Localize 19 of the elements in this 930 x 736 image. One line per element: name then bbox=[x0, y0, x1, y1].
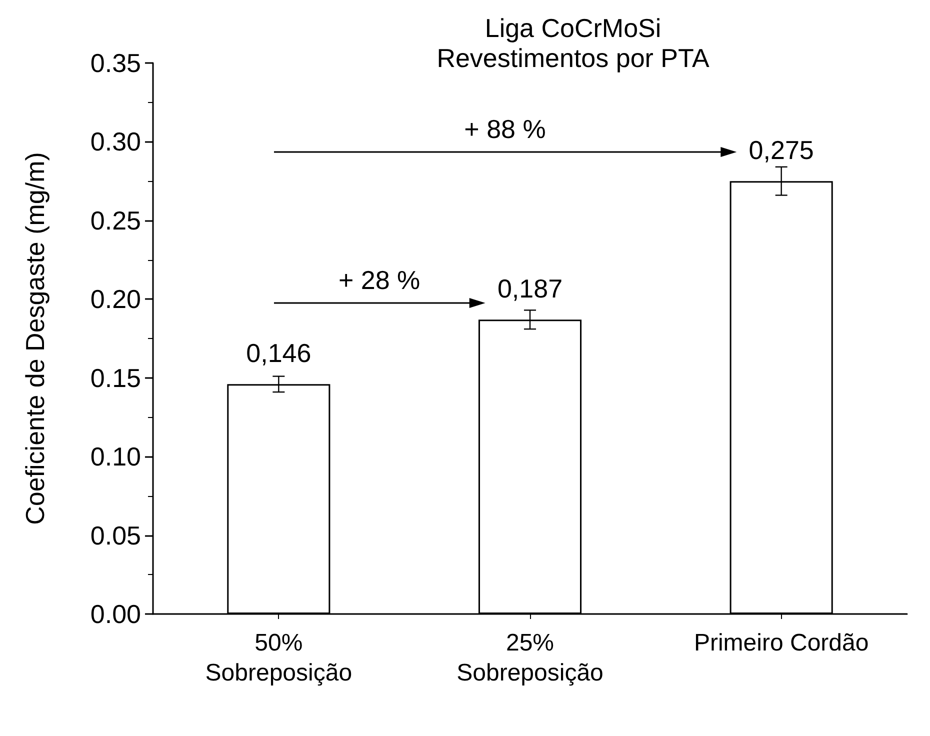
chart-title: Liga CoCrMoSi bbox=[484, 13, 662, 43]
annotation: + 28 % bbox=[338, 265, 420, 295]
x-tick-label: 50% Sobreposição bbox=[205, 630, 352, 686]
data-label: 0,275 bbox=[748, 135, 814, 166]
y-tick-label: 0.20 bbox=[90, 284, 141, 314]
annotation: + 88 % bbox=[464, 114, 546, 144]
y-tick-label: 0.10 bbox=[90, 442, 141, 472]
y-tick-label: 0.15 bbox=[90, 362, 141, 393]
y-tick-label: 0.25 bbox=[90, 205, 141, 236]
y-tick-label: 0.35 bbox=[90, 48, 141, 78]
x-tick-label: Primeiro Cordão bbox=[694, 630, 869, 656]
y-tick-label: 0.05 bbox=[90, 520, 141, 550]
y-tick-label: 0.00 bbox=[90, 599, 141, 629]
data-label: 0,187 bbox=[497, 274, 563, 304]
y-axis-title: Coeficiente de Desgaste (mg/m) bbox=[20, 152, 50, 525]
chart-subtitle: Revestimentos por PTA bbox=[436, 43, 710, 73]
y-tick-label: 0.30 bbox=[90, 126, 141, 157]
x-tick-label: 25% Sobreposição bbox=[456, 630, 604, 686]
data-label: 0,146 bbox=[246, 338, 312, 368]
